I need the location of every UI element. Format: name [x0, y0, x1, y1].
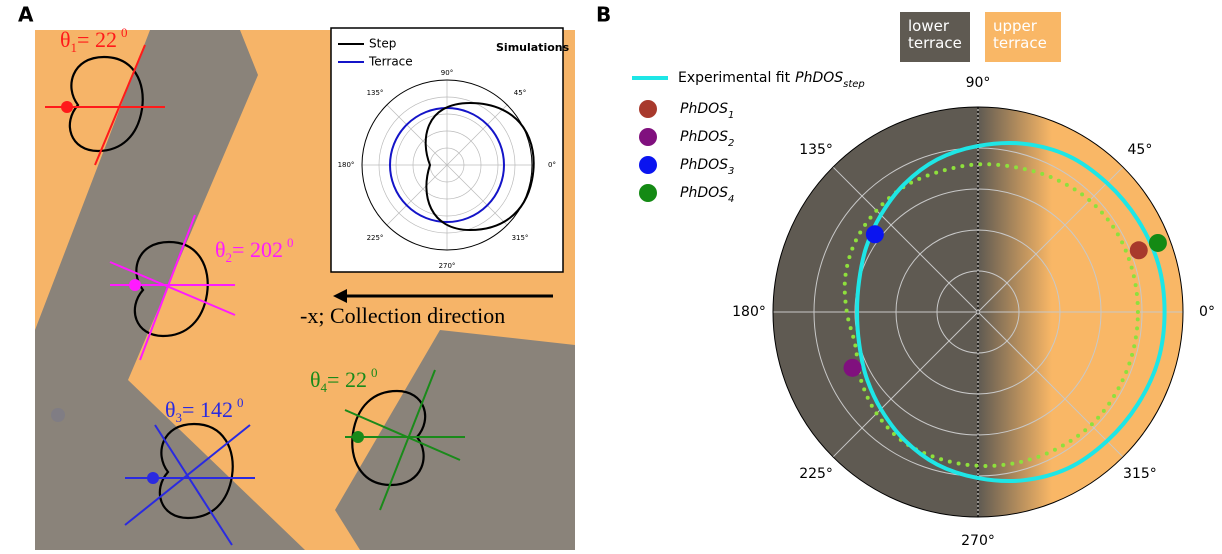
angle-tick-label: 225° — [799, 466, 833, 482]
arrow-label: -x; Collection direction — [300, 303, 505, 328]
legend-text: 1 — [728, 110, 734, 121]
angle-tick-label: 180° — [732, 304, 766, 320]
legend-text: PhDOS — [795, 70, 843, 86]
legend-label: PhDOS1 — [680, 101, 734, 121]
legend-text: PhDOS — [680, 129, 728, 145]
polar-plot: 0° 45° 90° 135° 180° 225° 270° 315° Experimental… — [632, 70, 1215, 549]
angle-label: 45° — [514, 89, 526, 97]
legend-text: 3 — [728, 166, 734, 177]
legend-text: Experimental fit — [678, 70, 791, 86]
data-point — [844, 359, 862, 377]
angle-label: 135° — [367, 89, 384, 97]
legend-swatch — [639, 184, 657, 202]
legend-text: 2 — [728, 138, 734, 149]
legend-swatch — [639, 128, 657, 146]
legend-text: step — [843, 79, 865, 90]
legend-swatch — [639, 100, 657, 118]
panel-label: A — [18, 3, 34, 27]
legend-swatch — [639, 156, 657, 174]
angle-label: 180° — [338, 161, 355, 169]
legend-label: PhDOS2 — [680, 129, 734, 149]
data-point — [1130, 241, 1148, 259]
angle-tick-label: 90° — [966, 75, 991, 91]
page: {"panel_a": { "label": "A", "annotations… — [0, 0, 1222, 554]
inset: Step Terrace Simulations 0° 45° 90° 135°… — [331, 28, 570, 272]
data-point — [866, 225, 884, 243]
terrace-label: lower terrace — [900, 12, 970, 62]
data-point — [1149, 234, 1167, 252]
angle-label: 0° — [548, 161, 556, 169]
angle-tick-label: 45° — [1128, 142, 1153, 158]
angle-label: 315° — [512, 234, 529, 242]
legend-text: PhDOS — [680, 101, 728, 117]
panel-label: B — [596, 3, 611, 27]
legend-text: PhDOS — [680, 157, 728, 173]
terrace-label: upper terrace — [985, 12, 1061, 62]
angle-label: 90° — [441, 69, 453, 77]
angle-tick-label: 0° — [1199, 304, 1215, 320]
legend-text: 4 — [728, 194, 734, 205]
figure: A θ1= 220 θ2= 2020 θ3= 1420 θ4= 220 — [0, 0, 1222, 554]
angle-label: 270° — [439, 262, 456, 270]
inset-title: Simulations — [496, 41, 570, 54]
legend-label: Terrace — [368, 55, 413, 69]
legend-label: PhDOS3 — [680, 157, 734, 177]
angle-label: 225° — [367, 234, 384, 242]
angle-tick-label: 315° — [1123, 466, 1157, 482]
angle-tick-label: 270° — [961, 533, 995, 549]
legend-label: Step — [369, 37, 396, 51]
legend-label: PhDOS4 — [680, 185, 734, 205]
legend-text: PhDOS — [680, 185, 728, 201]
angle-tick-label: 135° — [799, 142, 833, 158]
